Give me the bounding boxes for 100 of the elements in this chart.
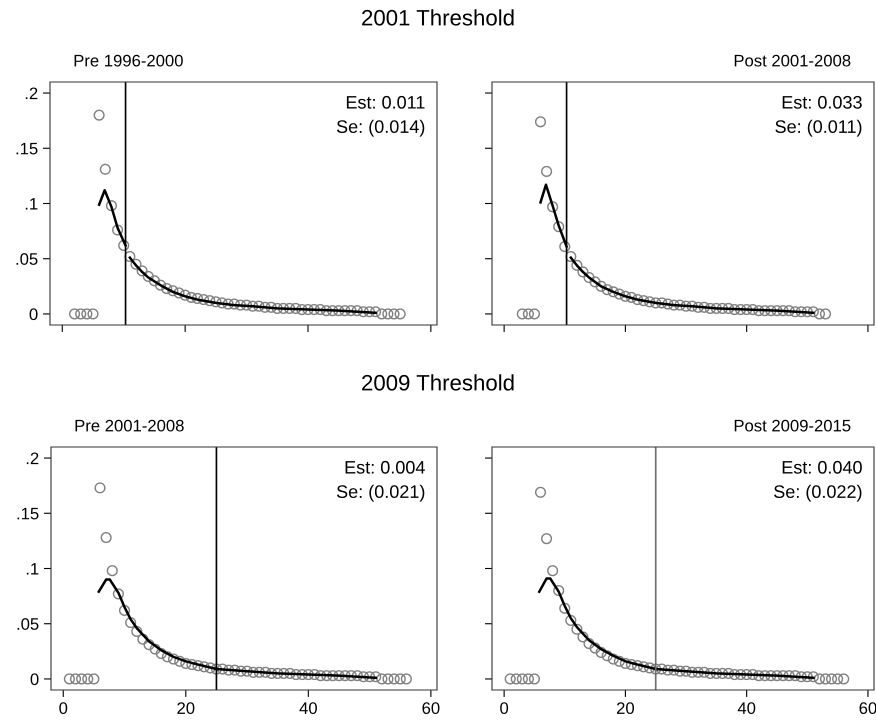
point <box>150 644 161 655</box>
point <box>747 304 758 316</box>
point <box>174 656 186 667</box>
point <box>131 626 142 638</box>
point <box>704 668 716 679</box>
point <box>247 300 258 312</box>
point <box>321 670 332 682</box>
point <box>516 308 528 320</box>
annotation: Se: (0.014) <box>336 120 424 137</box>
point <box>223 664 234 676</box>
point <box>168 654 180 665</box>
point <box>241 300 252 311</box>
point <box>656 663 668 675</box>
point <box>272 668 284 679</box>
point <box>106 565 118 576</box>
point <box>710 302 722 314</box>
point <box>650 297 662 308</box>
point <box>650 663 662 675</box>
point <box>522 673 534 685</box>
y-tick-label: .1 <box>26 198 38 210</box>
point <box>802 671 813 682</box>
point <box>796 306 807 318</box>
point <box>173 287 185 299</box>
point <box>686 666 698 678</box>
annotation: Se: (0.021) <box>336 484 424 502</box>
point <box>229 664 240 676</box>
chart-subtitle: Pre 2001-2008 <box>76 420 184 432</box>
point <box>186 292 197 303</box>
point <box>112 588 124 600</box>
annotation: Se: (0.011) <box>775 120 862 137</box>
point <box>82 673 94 685</box>
point <box>376 673 388 685</box>
point <box>644 662 656 674</box>
point <box>217 663 228 675</box>
point <box>759 670 770 682</box>
point <box>722 302 734 314</box>
point <box>284 302 296 314</box>
point <box>259 302 271 313</box>
point <box>698 666 710 678</box>
point <box>87 308 99 320</box>
point <box>112 224 124 236</box>
point <box>534 116 546 128</box>
point <box>394 673 406 685</box>
point <box>814 308 825 320</box>
point <box>753 305 764 316</box>
point <box>674 666 686 677</box>
point <box>370 671 382 682</box>
point <box>192 292 203 304</box>
point <box>345 305 357 316</box>
point <box>106 200 117 212</box>
point <box>382 673 394 685</box>
point <box>364 306 375 318</box>
point <box>76 673 88 685</box>
point <box>278 302 289 314</box>
point <box>771 305 783 316</box>
point <box>290 668 302 680</box>
point <box>608 286 619 298</box>
point <box>802 306 813 318</box>
x-tick-label: 20 <box>177 702 194 714</box>
x-tick-label: 20 <box>616 702 634 714</box>
point <box>266 302 277 313</box>
y-tick-label: .15 <box>18 508 38 520</box>
point <box>790 670 801 682</box>
point <box>180 290 191 301</box>
point <box>614 288 625 300</box>
point <box>69 308 80 320</box>
point <box>528 673 540 685</box>
point <box>680 300 692 312</box>
point <box>136 265 148 276</box>
point <box>534 486 546 498</box>
point <box>638 661 650 672</box>
point <box>204 295 216 306</box>
point <box>722 668 734 679</box>
point <box>340 670 351 682</box>
y-tick-label: .1 <box>26 563 38 575</box>
point <box>148 275 160 286</box>
point <box>198 661 210 672</box>
point <box>692 666 704 678</box>
point <box>662 664 674 676</box>
point <box>100 532 112 544</box>
point <box>394 308 406 320</box>
point <box>192 660 204 672</box>
point <box>596 280 607 292</box>
point <box>162 651 173 662</box>
point <box>125 617 136 628</box>
point <box>547 565 558 576</box>
point <box>620 658 631 670</box>
point <box>260 666 271 678</box>
point <box>565 614 576 626</box>
point <box>358 306 369 318</box>
point <box>626 292 638 303</box>
y-tick-label: .15 <box>16 142 38 154</box>
point <box>820 308 832 320</box>
point <box>358 671 370 682</box>
point <box>632 660 644 672</box>
point <box>808 306 819 318</box>
point <box>735 304 746 316</box>
point <box>735 668 746 680</box>
point <box>741 668 752 680</box>
point <box>522 308 534 320</box>
